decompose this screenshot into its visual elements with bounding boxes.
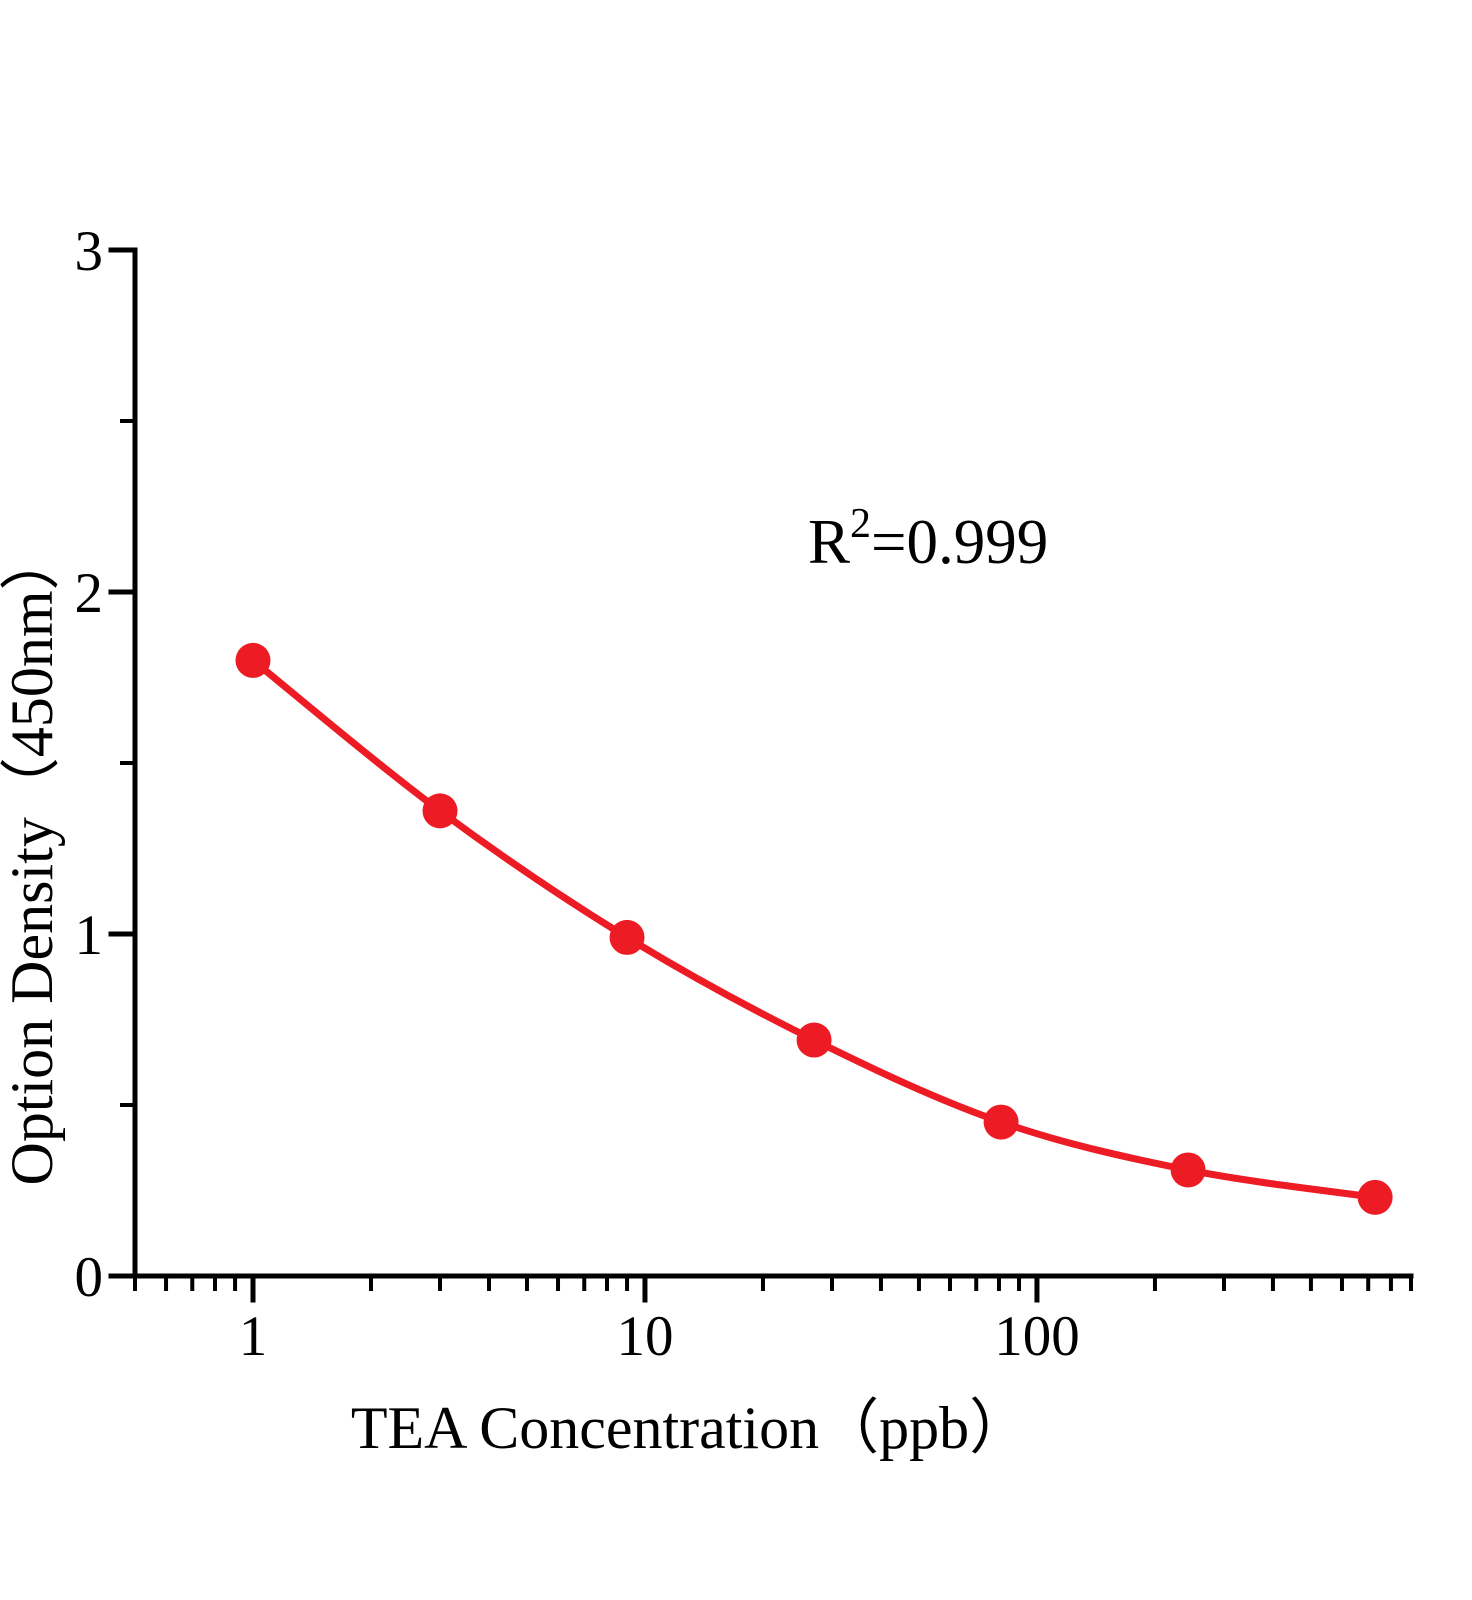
x-tick-label: 1 — [239, 1305, 268, 1368]
data-point — [1357, 1179, 1393, 1215]
x-tick-label: 10 — [616, 1305, 673, 1368]
data-point — [235, 642, 271, 678]
r-squared-base: R — [808, 507, 850, 577]
series-line — [249, 656, 1379, 1201]
y-axis-title: Option Density（450nm） — [0, 531, 65, 1186]
r-squared-annotation: R2=0.999 — [808, 501, 1048, 577]
r-squared-value: =0.999 — [871, 507, 1048, 577]
data-point — [796, 1022, 832, 1058]
x-axis-title: TEA Concentration（ppb） — [351, 1395, 1029, 1461]
y-tick-label: 2 — [75, 562, 104, 625]
y-tick-label: 1 — [75, 904, 104, 967]
r-squared-superscript: 2 — [850, 501, 871, 547]
y-tick-label: 0 — [75, 1246, 104, 1309]
y-tick-label: 3 — [75, 220, 104, 283]
data-point — [1170, 1152, 1206, 1188]
plot-layer: 1 10 100 0 1 2 3 — [75, 220, 1414, 1368]
x-tick-label: 100 — [994, 1305, 1080, 1368]
data-point — [609, 919, 645, 955]
data-point — [983, 1104, 1019, 1140]
data-point — [422, 793, 458, 829]
